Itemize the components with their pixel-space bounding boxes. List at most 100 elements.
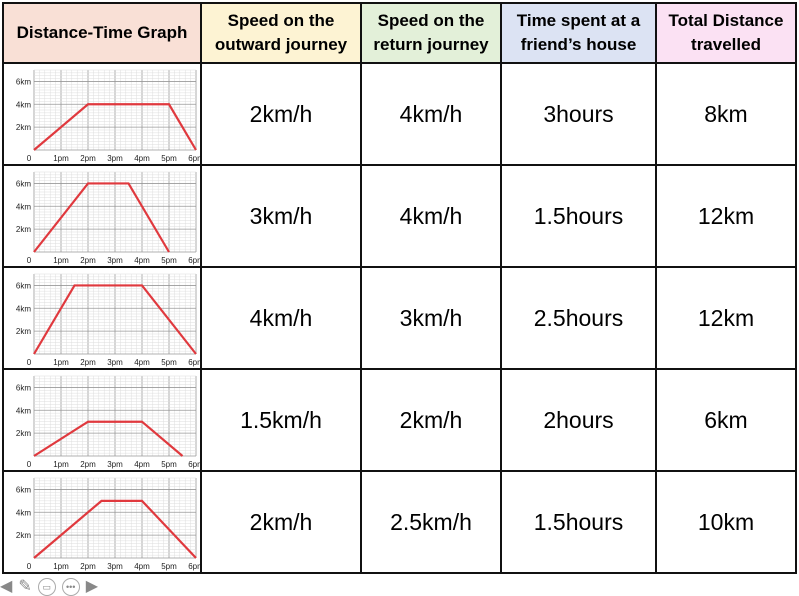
x-tick-label: 5pm [161,460,177,469]
x-tick-label: 4pm [134,460,150,469]
x-tick-label: 5pm [161,562,177,571]
distance-line [33,499,197,559]
x-tick-label: 3pm [107,562,123,571]
x-tick-label: 5pm [161,256,177,265]
x-tick-label: 3pm [107,460,123,469]
return-speed-cell: 4km/h [360,62,502,166]
y-tick-label: 4km [16,100,31,109]
header-outward-speed: Speed on the outward journey [200,2,362,64]
x-tick-label: 3pm [107,154,123,163]
y-tick-label: 4km [16,202,31,211]
x-tick-label: 6pm [188,256,200,265]
y-tick-label: 6km [16,281,31,290]
distance-time-graph: 0 1pm 2pm 3pm 4pm 5pm 6pm 2km 4km 6km [16,477,200,571]
x-tick-label: 1pm [53,358,69,367]
x-tick-label: 2pm [80,358,96,367]
y-tick-label: 2km [16,123,31,132]
table-row: 0 1pm 2pm 3pm 4pm 5pm 6pm 2km 4km 6km 1.5km/h2km/h… [2,368,797,472]
return-speed-cell: 3km/h [360,266,502,370]
y-tick-label: 4km [16,406,31,415]
total-distance-cell: 6km [655,368,797,472]
outward-speed-cell: 2km/h [200,62,362,166]
x-tick-label: 1pm [53,256,69,265]
y-tick-label: 4km [16,508,31,517]
time-spent-cell: 1.5hours [500,164,657,268]
header-return-speed: Speed on the return journey [360,2,502,64]
x-tick-label: 3pm [107,358,123,367]
header-total-distance: Total Distance travelled [655,2,797,64]
x-tick-label: 1pm [53,460,69,469]
total-distance-cell: 8km [655,62,797,166]
distance-line [33,103,197,151]
total-distance-cell: 10km [655,470,797,574]
graph-cell: 0 1pm 2pm 3pm 4pm 5pm 6pm 2km 4km 6km [2,368,202,472]
x-tick-label: 0 [27,460,32,469]
x-tick-label: 1pm [53,154,69,163]
x-tick-label: 0 [27,562,32,571]
header-time-spent: Time spent at a friend’s house [500,2,657,64]
x-tick-label: 5pm [161,358,177,367]
x-tick-label: 1pm [53,562,69,571]
table-row: 0 1pm 2pm 3pm 4pm 5pm 6pm 2km 4km 6km 2km/h2.5km/h… [2,470,797,574]
x-tick-label: 4pm [134,256,150,265]
pen-icon[interactable]: ✎ [18,578,32,595]
y-tick-label: 6km [16,383,31,392]
outward-speed-cell: 2km/h [200,470,362,574]
x-tick-label: 0 [27,154,32,163]
distance-time-graph: 0 1pm 2pm 3pm 4pm 5pm 6pm 2km 4km 6km [16,171,200,265]
return-speed-cell: 2km/h [360,368,502,472]
distance-time-table: Distance-Time Graph Speed on the outward… [2,2,797,574]
y-tick-label: 4km [16,304,31,313]
x-tick-label: 3pm [107,256,123,265]
total-distance-cell: 12km [655,266,797,370]
x-tick-label: 4pm [134,358,150,367]
next-arrow-icon[interactable]: ▶ [85,578,99,595]
x-tick-label: 0 [27,256,32,265]
more-options-icon[interactable]: ••• [61,578,80,596]
y-tick-label: 2km [16,327,31,336]
y-tick-label: 6km [16,485,31,494]
previous-arrow-icon[interactable]: ◀ [0,578,13,595]
header-graph: Distance-Time Graph [2,2,202,64]
y-tick-label: 2km [16,225,31,234]
distance-line [33,284,197,355]
distance-line [33,420,184,457]
header-row: Distance-Time Graph Speed on the outward… [2,2,797,64]
x-tick-label: 6pm [188,154,200,163]
return-speed-cell: 4km/h [360,164,502,268]
slide-nav: ◀ ✎ ▭ ••• ▶ [0,578,98,596]
table-row: 0 1pm 2pm 3pm 4pm 5pm 6pm 2km 4km 6km 3km/h4km/h1.… [2,164,797,268]
slide-view-icon[interactable]: ▭ [37,578,56,596]
return-speed-cell: 2.5km/h [360,470,502,574]
y-tick-label: 2km [16,429,31,438]
time-spent-cell: 1.5hours [500,470,657,574]
x-tick-label: 2pm [80,256,96,265]
graph-cell: 0 1pm 2pm 3pm 4pm 5pm 6pm 2km 4km 6km [2,62,202,166]
distance-time-graph: 0 1pm 2pm 3pm 4pm 5pm 6pm 2km 4km 6km [16,273,200,367]
x-tick-label: 4pm [134,562,150,571]
x-tick-label: 2pm [80,154,96,163]
x-tick-label: 6pm [188,358,200,367]
outward-speed-cell: 1.5km/h [200,368,362,472]
graph-cell: 0 1pm 2pm 3pm 4pm 5pm 6pm 2km 4km 6km [2,266,202,370]
y-tick-label: 6km [16,77,31,86]
graph-cell: 0 1pm 2pm 3pm 4pm 5pm 6pm 2km 4km 6km [2,164,202,268]
outward-speed-cell: 3km/h [200,164,362,268]
time-spent-cell: 3hours [500,62,657,166]
x-tick-label: 5pm [161,154,177,163]
distance-time-graph: 0 1pm 2pm 3pm 4pm 5pm 6pm 2km 4km 6km [16,69,200,163]
x-tick-label: 2pm [80,460,96,469]
table-row: 0 1pm 2pm 3pm 4pm 5pm 6pm 2km 4km 6km 4km/h3km/h2.… [2,266,797,370]
outward-speed-cell: 4km/h [200,266,362,370]
y-tick-label: 6km [16,179,31,188]
x-tick-label: 6pm [188,562,200,571]
distance-line [33,182,170,253]
x-tick-label: 4pm [134,154,150,163]
graph-cell: 0 1pm 2pm 3pm 4pm 5pm 6pm 2km 4km 6km [2,470,202,574]
x-tick-label: 6pm [188,460,200,469]
time-spent-cell: 2hours [500,368,657,472]
total-distance-cell: 12km [655,164,797,268]
x-tick-label: 0 [27,358,32,367]
distance-time-graph: 0 1pm 2pm 3pm 4pm 5pm 6pm 2km 4km 6km [16,375,200,469]
table-row: 0 1pm 2pm 3pm 4pm 5pm 6pm 2km 4km 6km 2km/h4km/h3h… [2,62,797,166]
